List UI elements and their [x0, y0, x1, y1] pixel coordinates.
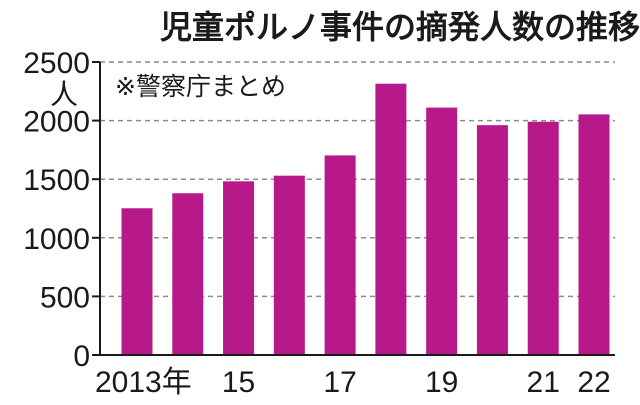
bar-2017 [324, 155, 356, 355]
x-tick-label-2019: 19 [425, 366, 458, 399]
y-tick-label-0: 0 [73, 340, 90, 373]
y-tick-label-2500: 2500 [23, 47, 90, 80]
chart-title: 児童ポルノ事件の摘発人数の推移 [159, 8, 640, 46]
y-tick-label-500: 500 [40, 281, 90, 314]
y-tick-label-2000: 2000 [23, 106, 90, 139]
x-tick-label-2013: 2013年 [95, 366, 192, 399]
bar-2015 [223, 181, 255, 355]
bar-2014 [172, 193, 204, 355]
x-tick-label-2015: 15 [222, 366, 255, 399]
y-tick-label-1500: 1500 [23, 164, 90, 197]
bar-2021 [527, 121, 559, 355]
y-tick-label-1000: 1000 [23, 223, 90, 256]
bar-2020 [476, 125, 508, 355]
bar-2018 [375, 83, 407, 355]
x-tick-label-2017: 17 [323, 366, 356, 399]
chart-source-note: ※警察庁まとめ [115, 72, 286, 101]
y-axis-unit-label: 人 [50, 78, 78, 111]
bar-2013 [121, 208, 153, 355]
bar-2019 [426, 107, 458, 356]
bar-2016 [273, 175, 305, 355]
x-tick-label-2021: 21 [527, 366, 560, 399]
bar-2022 [578, 114, 610, 355]
x-tick-label-2022: 22 [577, 366, 610, 399]
